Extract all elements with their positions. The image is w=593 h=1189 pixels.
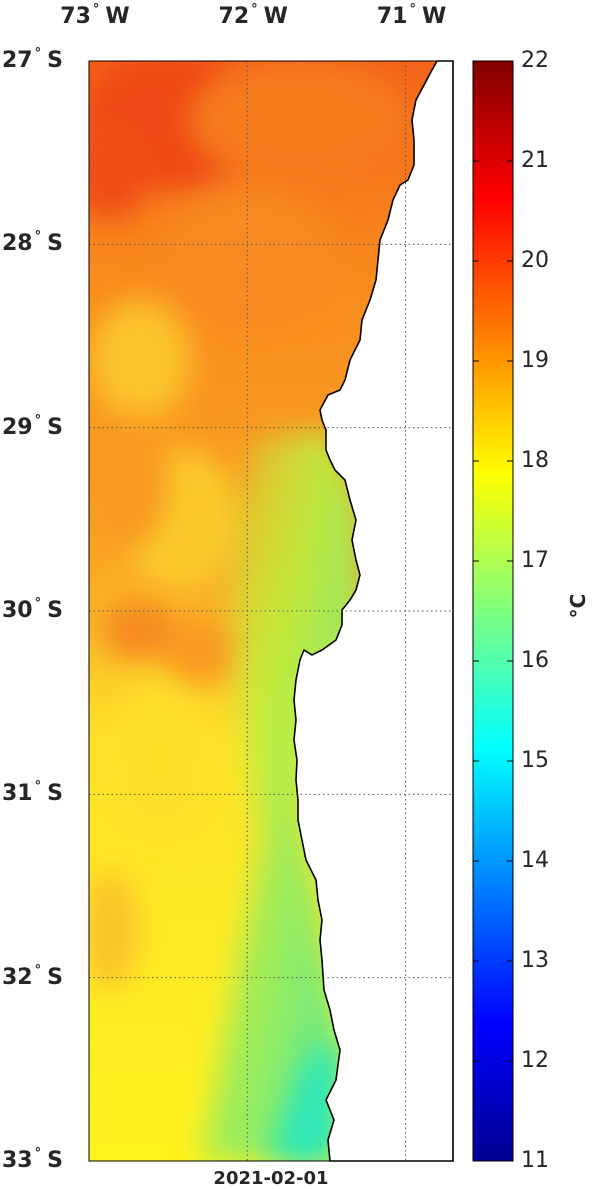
colorbar-tick-label: 17 xyxy=(521,548,549,573)
colorbar-tick-marks xyxy=(473,60,513,1162)
colorbar-tick-label: 15 xyxy=(521,748,549,773)
latitude-label: 29 ° S xyxy=(2,414,63,440)
latitude-label: 31 ° S xyxy=(2,780,63,807)
colorbar-tick-label: 16 xyxy=(521,648,549,673)
latitude-label: 32 ° S xyxy=(2,964,63,990)
hemisphere: S xyxy=(47,598,63,623)
latitude-label: 33 ° S xyxy=(2,1147,63,1173)
longitude-label: 73 ° W xyxy=(60,3,130,29)
degree-symbol: ° xyxy=(409,2,416,17)
colorbar-tick-label: 19 xyxy=(521,348,549,373)
hemisphere: W xyxy=(263,4,288,29)
degree-value: 73 xyxy=(60,4,91,29)
hemisphere: W xyxy=(105,4,130,29)
hemisphere: S xyxy=(47,964,63,990)
latitude-label: 30 ° S xyxy=(2,597,63,623)
degree-value: 27 xyxy=(2,48,33,73)
degree-value: 31 xyxy=(2,781,33,807)
colorbar-tick-label: 11 xyxy=(521,1148,549,1173)
latitude-label: 27 ° S xyxy=(2,47,63,73)
colorbar-unit-label: °C xyxy=(566,593,590,619)
hemisphere: S xyxy=(47,231,63,257)
degree-value: 71 xyxy=(376,4,408,29)
hemisphere: S xyxy=(47,1148,63,1173)
date-label: 2021-02-01 xyxy=(213,1168,329,1189)
degree-symbol: ° xyxy=(251,2,258,17)
colorbar-tick-label: 20 xyxy=(521,248,549,273)
hemisphere: S xyxy=(47,48,63,73)
graticule-grid xyxy=(89,61,453,1161)
degree-value: 30 xyxy=(2,598,33,623)
colorbar-tick-label: 12 xyxy=(521,1048,549,1073)
degree-value: 32 xyxy=(2,964,33,990)
degree-value: 29 xyxy=(2,414,33,440)
degree-symbol: ° xyxy=(34,596,42,611)
latitude-label: 28 ° S xyxy=(2,230,63,257)
colorbar-tick-label: 18 xyxy=(521,448,549,473)
longitude-label: 71 ° W xyxy=(376,3,447,29)
degree-symbol: ° xyxy=(34,962,42,978)
hemisphere: W xyxy=(421,4,447,29)
colorbar-tick-label: 22 xyxy=(521,48,549,73)
degree-value: 72 xyxy=(218,4,250,29)
degree-symbol: ° xyxy=(34,412,42,428)
degree-symbol: ° xyxy=(92,2,100,17)
map-frame xyxy=(88,60,454,1162)
degree-symbol: ° xyxy=(34,46,42,61)
colorbar xyxy=(472,60,514,1162)
colorbar-tick-label: 13 xyxy=(521,948,549,973)
degree-symbol: ° xyxy=(34,779,42,795)
hemisphere: S xyxy=(47,414,63,440)
degree-value: 33 xyxy=(2,1148,33,1173)
colorbar-tick-label: 21 xyxy=(521,148,549,173)
colorbar-tick-label: 14 xyxy=(521,848,549,873)
hemisphere: S xyxy=(47,781,63,807)
longitude-label: 72 ° W xyxy=(218,3,288,29)
degree-symbol: ° xyxy=(34,229,42,245)
degree-value: 28 xyxy=(2,231,33,257)
degree-symbol: ° xyxy=(34,1146,42,1161)
